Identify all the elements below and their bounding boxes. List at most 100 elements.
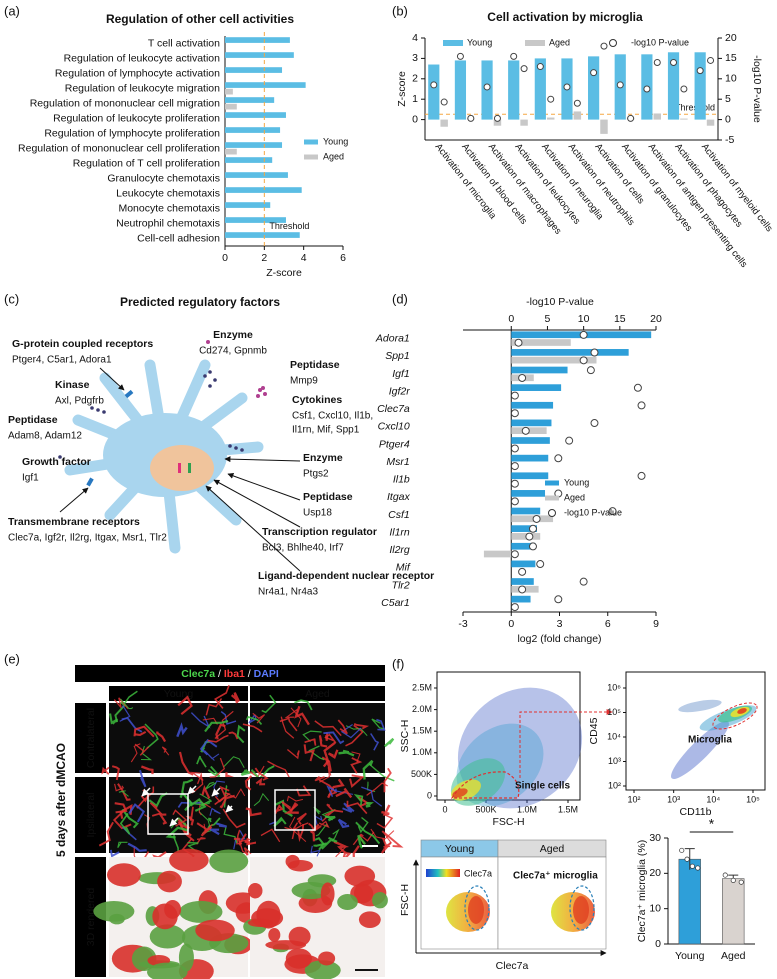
- bar: [694, 52, 706, 120]
- micrograph-texture: [181, 778, 194, 793]
- micrograph-texture: [376, 813, 394, 829]
- bar: [225, 148, 237, 155]
- micrograph-texture: [285, 948, 312, 969]
- row-header: [75, 703, 106, 773]
- column-header: [109, 686, 248, 701]
- arrow: [59, 487, 89, 513]
- micrograph-texture: [113, 697, 129, 710]
- micrograph-texture: [274, 804, 284, 815]
- panel-label: (c): [4, 291, 19, 306]
- p-value-point: [510, 603, 519, 612]
- category-label: Leukocyte chemotaxis: [116, 187, 220, 199]
- micrograph-texture: [101, 766, 110, 775]
- micrograph-texture: [342, 802, 355, 813]
- p-value-point: [510, 479, 519, 488]
- factor-genes: Usp18: [303, 508, 332, 519]
- factor-genes: Axl, Pdgfrb: [55, 396, 104, 407]
- bar: [600, 119, 608, 134]
- micrograph-texture: [118, 790, 129, 797]
- p-value-point: [563, 83, 571, 91]
- micrograph-texture: [370, 733, 380, 751]
- micrograph-texture: [294, 705, 310, 726]
- legend-label: Young: [564, 477, 589, 487]
- p-value-point: [536, 63, 544, 71]
- micrograph-texture: [381, 837, 392, 854]
- category-label: Regulation of lymphocyte activation: [55, 67, 220, 79]
- micrograph-texture: [320, 882, 335, 906]
- category-label: Neutrophil chemotaxis: [116, 217, 220, 229]
- p-value-point: [616, 81, 624, 89]
- micrograph-texture: [165, 826, 188, 839]
- data-point: [722, 872, 728, 878]
- micrograph-texture: [238, 838, 251, 856]
- bar: [225, 157, 273, 163]
- x-axis-label: CD11b: [680, 806, 712, 818]
- micrograph-texture: [199, 738, 218, 756]
- y-tick-label: 2.5M: [412, 682, 432, 692]
- micrograph-texture: [198, 800, 212, 816]
- micrograph-texture: [340, 723, 362, 739]
- stain-name: DAPI: [254, 668, 279, 680]
- marker-dot: [240, 448, 244, 452]
- bar: [225, 37, 290, 43]
- bar: [225, 217, 286, 223]
- y-tick-label: 20: [649, 867, 661, 879]
- micrograph-texture: [337, 719, 348, 735]
- marker-dot: [203, 374, 207, 378]
- micrograph-texture: [296, 812, 307, 825]
- micrograph-texture: [313, 842, 327, 847]
- bar: [511, 454, 549, 462]
- micrograph-texture: [185, 815, 195, 826]
- bar: [534, 58, 546, 120]
- micrograph-texture: [119, 690, 138, 704]
- bar: [546, 117, 555, 120]
- micrograph-texture: [109, 849, 120, 858]
- y-tick-label: 0: [655, 938, 661, 950]
- legend-swatch: [304, 154, 318, 160]
- p-value-point: [525, 532, 534, 541]
- p-value-point: [565, 436, 574, 445]
- category-label: Tlr2: [392, 579, 410, 591]
- micrograph-texture: [304, 738, 317, 746]
- x-axis-label: Clec7a: [496, 960, 529, 972]
- micrograph-texture: [337, 818, 350, 829]
- micrograph-texture: [177, 801, 203, 808]
- marker-dot: [96, 408, 100, 412]
- micrograph-texture: [245, 715, 263, 725]
- micrograph-texture: [265, 940, 307, 950]
- white-arrow: [225, 804, 234, 813]
- group-label: Young: [445, 843, 475, 855]
- x-tick-label: 0: [222, 252, 228, 264]
- legend-label: -log10 P-value: [564, 507, 622, 517]
- micrograph-texture: [244, 775, 253, 791]
- p-value-point: [510, 391, 519, 400]
- bar: [511, 401, 554, 409]
- x-axis-label: log2 (fold change): [517, 633, 601, 645]
- x-tick-label: 10³: [667, 794, 680, 804]
- x2-tick-label: 15: [614, 313, 626, 325]
- bar: [511, 366, 568, 374]
- x-tick-label: 6: [340, 252, 346, 264]
- factor-name: Growth factor: [22, 456, 91, 468]
- white-arrow: [187, 785, 197, 795]
- x-axis-label: FSC-H: [492, 816, 524, 828]
- micrograph-texture: [286, 748, 300, 760]
- row-label: Contralateral: [85, 708, 97, 768]
- micrograph-texture: [297, 824, 305, 843]
- y-tick-label: 500K: [411, 769, 432, 779]
- stain-name: Iba1: [224, 668, 245, 680]
- bar: [511, 542, 536, 550]
- legend-swatch: [443, 40, 463, 46]
- micrograph-texture: [152, 903, 178, 930]
- micrograph-texture: [114, 701, 126, 723]
- y-axis-label: CD45: [588, 717, 600, 744]
- p-value-point: [680, 85, 688, 93]
- micrograph-texture: [133, 725, 155, 738]
- micrograph-texture: [313, 806, 321, 815]
- y-tick-label: 10: [649, 902, 661, 914]
- bar: [440, 119, 448, 127]
- x-tick-label: Aged: [721, 950, 746, 962]
- p-value-point: [510, 409, 519, 418]
- marker-dot: [102, 410, 106, 414]
- bar: [706, 119, 715, 126]
